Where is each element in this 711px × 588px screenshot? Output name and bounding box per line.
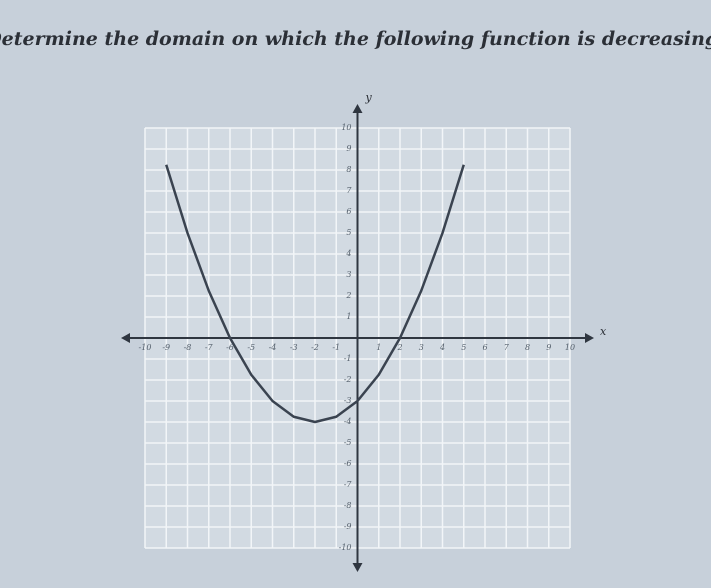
x-tick-label: 6: [482, 343, 487, 352]
y-tick-label: 6: [346, 207, 351, 216]
x-tick-label: 5: [461, 343, 466, 352]
y-tick-label: -4: [344, 417, 352, 426]
x-tick-label: -10: [139, 343, 152, 352]
x-tick-label: -4: [269, 343, 277, 352]
x-tick-label: -2: [311, 343, 319, 352]
y-tick-label: 7: [346, 186, 352, 195]
y-tick-label: 8: [346, 165, 351, 174]
question-title: Determine the domain on which the follow…: [0, 28, 711, 50]
y-tick-label: -2: [344, 375, 352, 384]
x-tick-label: 4: [439, 343, 445, 352]
x-tick-label: 1: [376, 343, 381, 352]
x-tick-label: 8: [525, 343, 530, 352]
y-tick-label: 4: [345, 249, 351, 258]
y-tick-label: -1: [344, 354, 352, 363]
x-axis-label: x: [600, 325, 607, 338]
x-tick-label: 3: [419, 343, 424, 352]
y-tick-label: -9: [344, 522, 352, 531]
y-tick-label: 2: [345, 291, 351, 300]
x-tick-label: -3: [290, 343, 298, 352]
x-tick-label: 10: [565, 343, 575, 352]
x-tick-label: 7: [504, 343, 510, 352]
y-tick-label: 5: [346, 228, 351, 237]
y-tick-label: 1: [346, 312, 351, 321]
axes: [121, 104, 594, 572]
x-tick-label: -1: [332, 343, 340, 352]
x-tick-label: -7: [205, 343, 214, 352]
x-tick-label: 2: [396, 343, 402, 352]
y-tick-label: 10: [341, 123, 351, 132]
x-tick-label: 9: [546, 343, 551, 352]
y-tick-label: -3: [344, 396, 352, 405]
y-axis-label: y: [365, 91, 373, 104]
x-tick-label: -5: [247, 343, 255, 352]
y-tick-label: -8: [344, 501, 352, 510]
y-tick-label: -5: [344, 438, 352, 447]
x-tick-label: -8: [184, 343, 192, 352]
y-tick-label: 3: [346, 270, 351, 279]
x-tick-label: -9: [162, 343, 170, 352]
y-tick-label: -6: [344, 459, 352, 468]
y-tick-label: -7: [344, 480, 353, 489]
y-tick-label: -10: [339, 543, 352, 552]
y-tick-label: 9: [346, 144, 351, 153]
function-curve: [165, 164, 465, 424]
x-tick-label: -6: [226, 343, 234, 352]
